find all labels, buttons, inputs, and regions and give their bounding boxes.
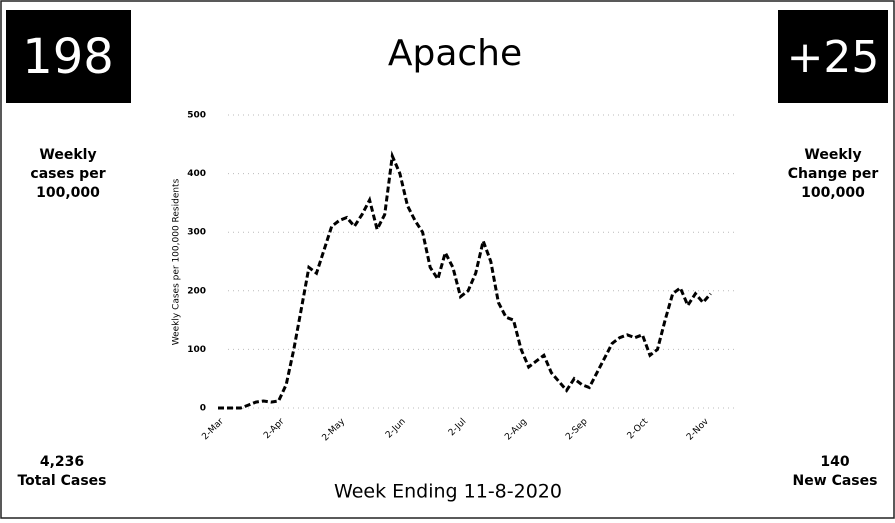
y-tick-label: 100 — [187, 345, 206, 355]
kpi-label: Weekly — [39, 147, 96, 163]
y-tick-label: 0 — [200, 404, 206, 414]
chart-title: Apache — [388, 33, 522, 74]
kpi-value: 4,236 — [40, 454, 84, 470]
kpi-label: 100,000 — [36, 185, 100, 201]
kpi-value: 198 — [22, 29, 114, 85]
kpi-box-left — [6, 10, 131, 103]
data-line — [218, 150, 712, 410]
kpi-label: New Cases — [793, 473, 878, 489]
kpi-label: cases per — [30, 166, 105, 182]
y-tick-label: 300 — [187, 228, 206, 238]
kpi-label: Change per — [788, 166, 879, 182]
kpi-label: 100,000 — [801, 185, 865, 201]
kpi-value: +25 — [787, 32, 880, 83]
kpi-value: 140 — [820, 454, 849, 470]
x-axis-label: Week Ending 11-8-2020 — [334, 481, 562, 503]
kpi-box-right — [778, 10, 888, 103]
y-tick-label: 200 — [187, 286, 206, 296]
y-tick-label: 400 — [187, 169, 206, 179]
kpi-label: Total Cases — [17, 473, 106, 489]
y-axis-label: Weekly Cases per 100,000 Residents — [172, 178, 182, 345]
y-tick-label: 500 — [187, 111, 206, 121]
kpi-label: Weekly — [804, 147, 861, 163]
